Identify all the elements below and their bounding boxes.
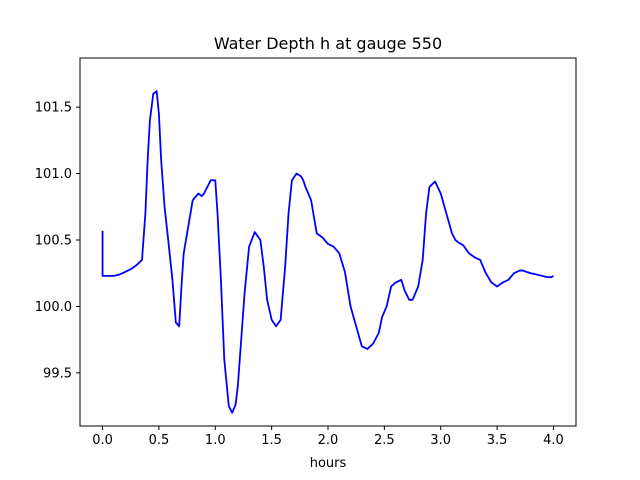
x-axis-label: hours [310, 456, 347, 471]
x-tick-label: 3.0 [430, 433, 451, 448]
y-tick-label: 100.0 [35, 300, 72, 315]
y-tick-label: 100.5 [35, 234, 72, 249]
x-axis: 0.0 0.5 1.0 1.5 2.0 2.5 3.0 3.5 4.0 [92, 426, 564, 448]
x-tick-label: 1.0 [205, 433, 226, 448]
axes-frame [79, 57, 577, 427]
x-tick-label: 4.0 [543, 433, 564, 448]
y-tick-label: 101.5 [35, 101, 72, 116]
chart-title: Water Depth h at gauge 550 [214, 34, 442, 53]
x-tick-label: 2.5 [374, 433, 395, 448]
x-tick-label: 0.5 [149, 433, 170, 448]
y-tick-label: 101.0 [35, 167, 72, 182]
plot-area [101, 90, 554, 414]
series-line-0 [101, 90, 554, 414]
x-tick-label: 1.5 [261, 433, 282, 448]
x-tick-label: 3.5 [487, 433, 508, 448]
x-tick-label: 0.0 [92, 433, 113, 448]
x-tick-label: 2.0 [318, 433, 339, 448]
y-axis: 99.5 100.0 100.5 101.0 101.5 [35, 101, 80, 381]
y-tick-label: 99.5 [43, 366, 72, 381]
